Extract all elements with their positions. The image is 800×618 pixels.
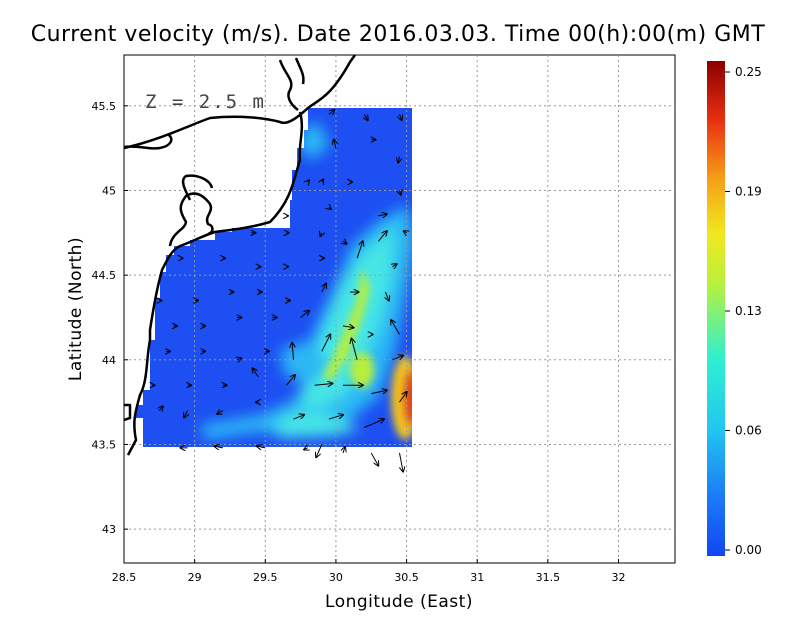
y-tick-label: 43.5	[92, 438, 117, 451]
y-tick-label: 45	[102, 184, 116, 197]
current-vector-arrow	[321, 334, 330, 352]
y-tick-label: 44.5	[92, 269, 117, 282]
jet-core-band	[322, 268, 370, 380]
current-vector-arrow	[308, 180, 309, 182]
current-vector-arrow	[334, 140, 336, 149]
current-vector-arrow	[363, 419, 384, 428]
current-vector-arrow	[300, 311, 309, 318]
current-vector-arrow	[343, 241, 347, 244]
current-vector-arrow	[370, 452, 378, 466]
x-tick-label: 31.5	[536, 571, 561, 584]
south-coast-line	[126, 339, 152, 456]
current-vector-arrow	[343, 447, 345, 454]
current-vector-arrow	[292, 343, 293, 360]
jet-outflow-band	[272, 410, 360, 438]
current-vector-arrow	[304, 448, 308, 450]
x-tick-label: 28.5	[112, 571, 137, 584]
current-vector-arrow	[399, 452, 404, 472]
current-vector-arrow	[286, 375, 294, 386]
x-tick-label: 32	[611, 571, 625, 584]
current-vector-arrow	[377, 231, 386, 242]
current-vector-arrow	[322, 284, 326, 293]
delta-coast-line	[168, 192, 214, 247]
current-vector-arrow	[371, 390, 387, 393]
current-vector-arrow	[322, 179, 323, 182]
current-vector-arrow	[237, 358, 241, 360]
x-tick-label: 29.5	[253, 571, 278, 584]
colorbar	[707, 61, 725, 556]
colorbar-ticks: 0.25 0.19 0.13 0.06 0.00	[725, 65, 762, 557]
colorbar-tick-label: 0.06	[735, 424, 762, 438]
x-tick-label: 30	[329, 571, 343, 584]
coast-cape-line	[181, 174, 214, 201]
current-vector-arrow	[316, 444, 323, 457]
current-vector-arrow	[392, 356, 403, 361]
northeast-inlet-line	[278, 59, 299, 111]
x-axis-ticks: 28.5 29 29.5 30 30.5 31 31.5 32	[112, 559, 625, 584]
current-vector-arrow	[329, 207, 331, 209]
current-vector-arrow	[159, 406, 163, 410]
current-vector-arrow	[356, 241, 363, 259]
x-tick-label: 30.5	[394, 571, 419, 584]
jet-north-branch	[300, 122, 330, 160]
current-vector-arrow	[378, 214, 386, 216]
current-vector-arrow	[351, 339, 358, 360]
current-vector-arrow	[342, 326, 354, 328]
colorbar-tick-label: 0.00	[735, 543, 762, 557]
current-vector-arrow	[400, 114, 402, 120]
current-vector-arrow	[253, 368, 259, 378]
current-vector-arrow	[314, 384, 333, 386]
depth-annotation: Z = 2.5 m	[145, 91, 266, 113]
current-vector-arrow	[404, 231, 407, 233]
coastline	[124, 55, 357, 456]
current-vectors	[152, 110, 406, 472]
y-axis-label: Latitude (North)	[66, 237, 86, 381]
northeast-inlet-line-2	[294, 57, 305, 85]
current-vector-arrow	[257, 446, 266, 448]
current-vector-arrow	[385, 291, 389, 300]
bay-coast-line	[148, 111, 304, 340]
current-vector-arrow	[364, 114, 368, 120]
current-vector-arrow	[184, 410, 188, 418]
x-tick-label: 29	[188, 571, 202, 584]
current-vector-arrow	[328, 110, 335, 114]
y-tick-label: 43	[102, 523, 116, 536]
y-tick-label: 44	[102, 354, 116, 367]
peninsula-line	[124, 133, 173, 150]
current-vector-arrow	[328, 415, 343, 420]
chart-title: Current velocity (m/s). Date 2016.03.03.…	[31, 22, 766, 47]
current-vector-arrow	[399, 392, 407, 403]
current-vector-arrow	[400, 190, 401, 194]
colorbar-tick-label: 0.13	[735, 304, 762, 318]
current-vector-arrow	[398, 156, 399, 163]
current-vector-arrow	[391, 320, 400, 335]
y-axis-ticks: 43 43.5 44 44.5 45 45.5	[92, 100, 128, 536]
island-left-line	[124, 403, 132, 422]
x-axis-label: Longitude (East)	[325, 592, 473, 612]
colorbar-tick-label: 0.25	[735, 65, 762, 79]
x-tick-label: 31	[470, 571, 484, 584]
current-vector-arrow	[217, 411, 224, 414]
current-vector-arrow	[392, 264, 396, 267]
colorbar-tick-label: 0.19	[735, 185, 762, 199]
current-vector-arrow	[214, 446, 223, 448]
y-tick-label: 45.5	[92, 100, 117, 113]
north-coast-line	[124, 55, 357, 150]
current-vector-arrow	[320, 233, 321, 236]
current-vector-arrow	[293, 415, 305, 420]
jet-core-spot	[350, 352, 374, 388]
